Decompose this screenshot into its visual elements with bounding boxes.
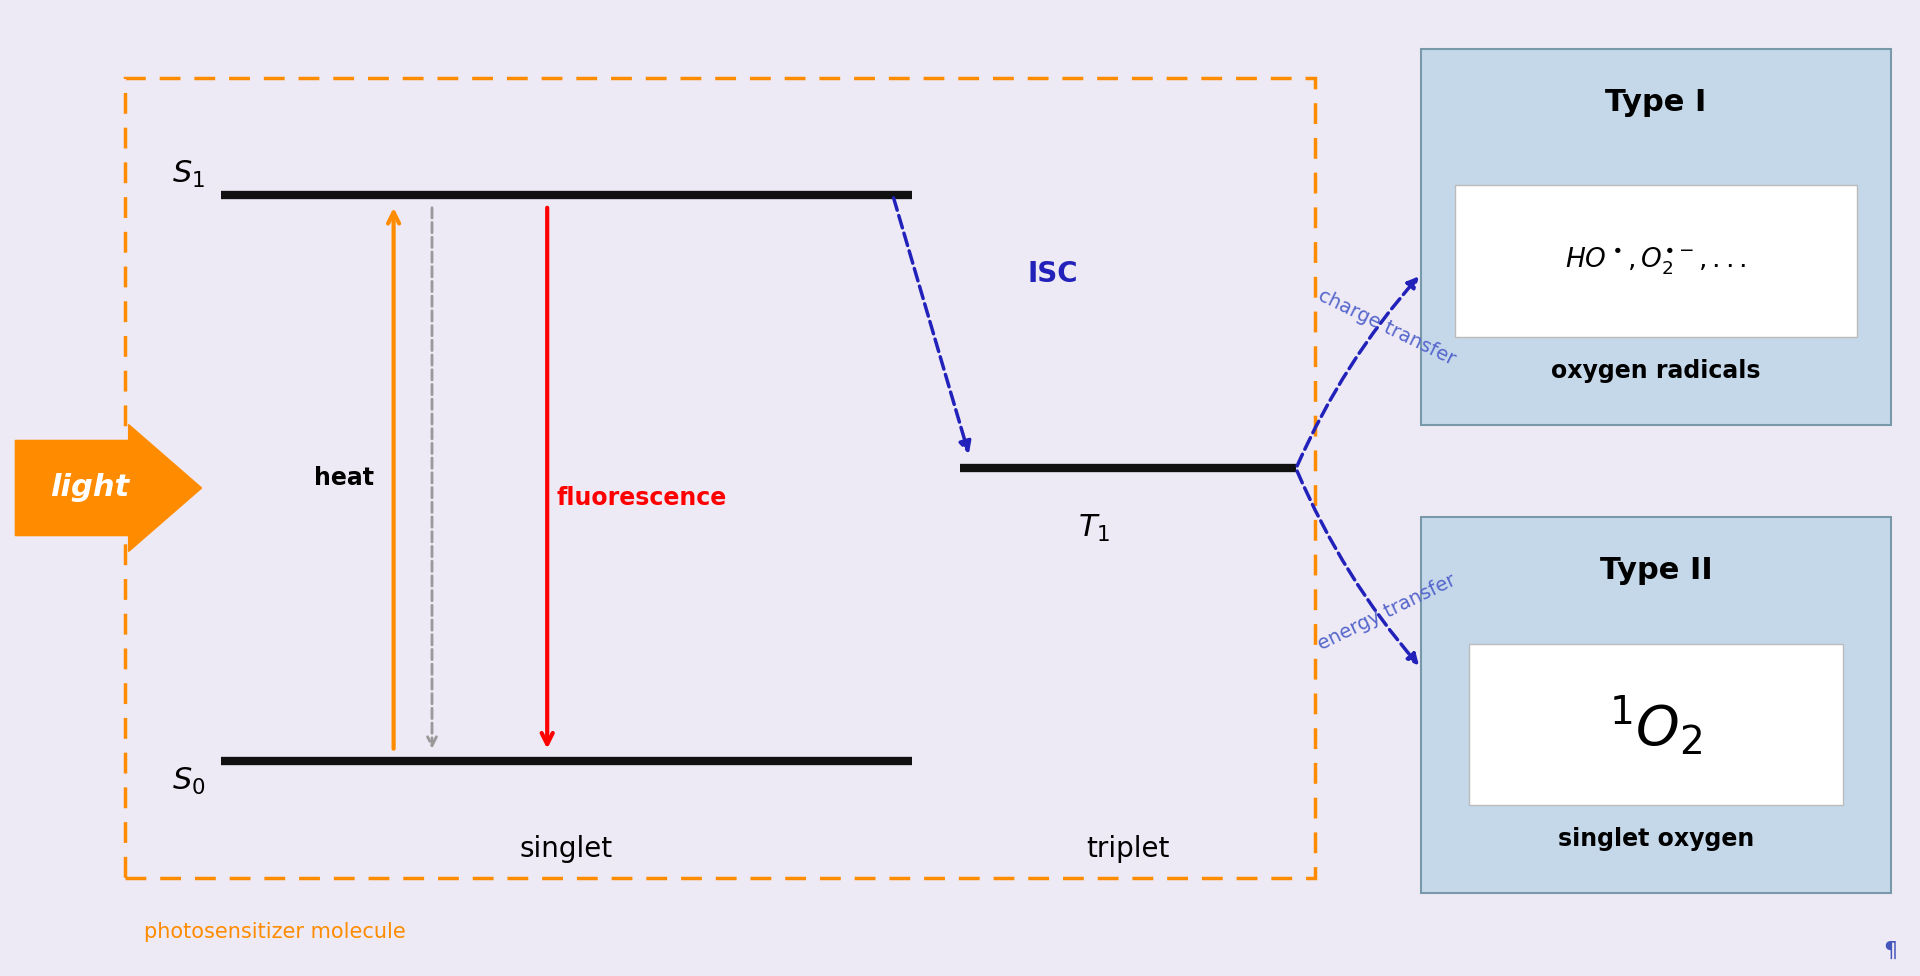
Text: energy transfer: energy transfer	[1315, 570, 1459, 654]
Text: light: light	[50, 473, 129, 503]
Text: charge transfer: charge transfer	[1315, 286, 1459, 369]
FancyBboxPatch shape	[1469, 644, 1843, 805]
Text: ¶: ¶	[1884, 942, 1897, 961]
Text: $S_1$: $S_1$	[173, 159, 205, 190]
FancyBboxPatch shape	[1421, 49, 1891, 425]
Text: triplet: triplet	[1087, 835, 1169, 863]
Text: singlet: singlet	[520, 835, 612, 863]
Text: $HO^\bullet, O_2^{\bullet -},...$: $HO^\bullet, O_2^{\bullet -},...$	[1565, 245, 1747, 277]
FancyBboxPatch shape	[1421, 517, 1891, 893]
FancyBboxPatch shape	[1455, 185, 1857, 337]
Text: singlet oxygen: singlet oxygen	[1557, 828, 1755, 851]
Text: fluorescence: fluorescence	[557, 486, 728, 509]
Text: $T_1$: $T_1$	[1079, 512, 1110, 544]
Text: oxygen radicals: oxygen radicals	[1551, 359, 1761, 383]
FancyArrow shape	[15, 425, 202, 551]
Text: $S_0$: $S_0$	[173, 766, 205, 797]
Text: ISC: ISC	[1027, 260, 1077, 288]
Text: Type I: Type I	[1605, 88, 1707, 117]
Text: heat: heat	[315, 467, 374, 490]
Text: Type II: Type II	[1599, 556, 1713, 586]
Text: $^1O_2$: $^1O_2$	[1609, 693, 1703, 756]
Text: photosensitizer molecule: photosensitizer molecule	[144, 922, 405, 942]
